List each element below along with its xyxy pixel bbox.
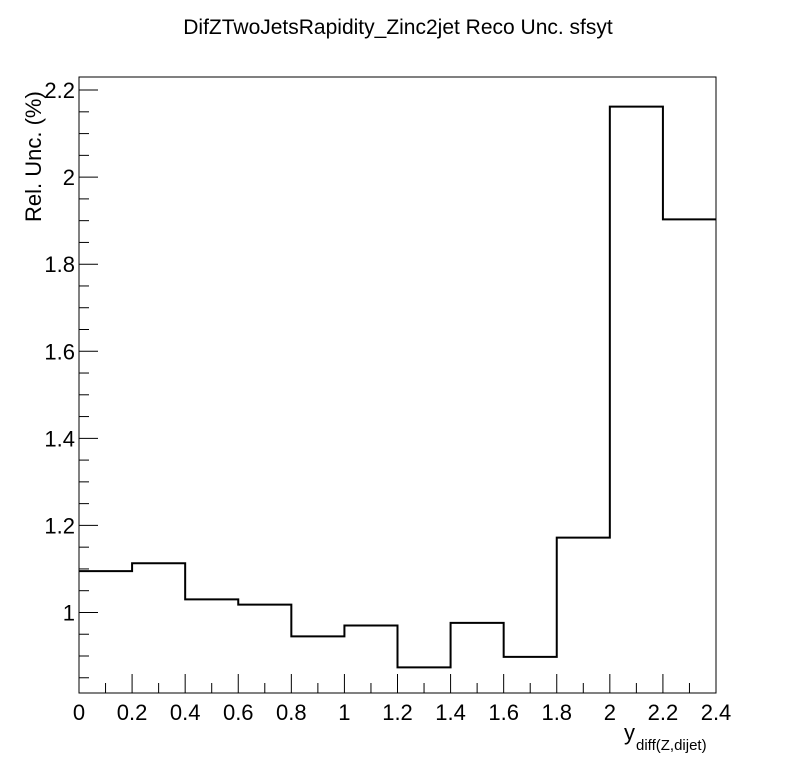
x-tick-label: 1.8 <box>541 700 572 725</box>
plot-frame <box>78 76 717 694</box>
histogram-series-line <box>79 105 716 669</box>
y-tick-label: 1.6 <box>44 339 75 364</box>
x-tick-label: 0.8 <box>276 700 307 725</box>
x-tick-label: 0.6 <box>223 700 254 725</box>
x-tick-label: 0.4 <box>170 700 201 725</box>
x-tick-labels: 0 0.2 0.4 0.6 0.8 1 1.2 1.4 1.6 1.8 2 2.2 2.4 <box>73 700 731 725</box>
x-tick-label: 0 <box>73 700 85 725</box>
y-tick-labels: 1 1.2 1.4 1.6 1.8 2 2.2 <box>44 78 75 625</box>
x-axis-label: y <box>624 720 635 745</box>
y-tick-label: 2.2 <box>44 78 75 103</box>
y-tick-label: 1.8 <box>44 252 75 277</box>
y-tick-label: 1.2 <box>44 513 75 538</box>
y-tick-label: 2 <box>63 165 75 190</box>
chart-title: DifZTwoJetsRapidity_Zinc2jet Reco Unc. s… <box>183 16 613 39</box>
x-tick-label: 1 <box>338 700 350 725</box>
y-tick-label: 1 <box>63 600 75 625</box>
x-tick-label: 0.2 <box>117 700 148 725</box>
x-tick-label: 2 <box>604 700 616 725</box>
histogram-bins <box>79 107 716 668</box>
x-tick-label: 2.4 <box>701 700 732 725</box>
x-tick-label: 1.6 <box>488 700 519 725</box>
x-tick-label: 1.2 <box>382 700 413 725</box>
x-tick-label: 2.2 <box>648 700 679 725</box>
axis-ticks <box>78 89 717 693</box>
x-tick-label: 1.4 <box>435 700 466 725</box>
y-axis-label: Rel. Unc. (%) <box>21 91 46 222</box>
x-axis-label-subscript: diff(Z,dijet) <box>636 737 707 754</box>
y-tick-label: 1.4 <box>44 426 75 451</box>
